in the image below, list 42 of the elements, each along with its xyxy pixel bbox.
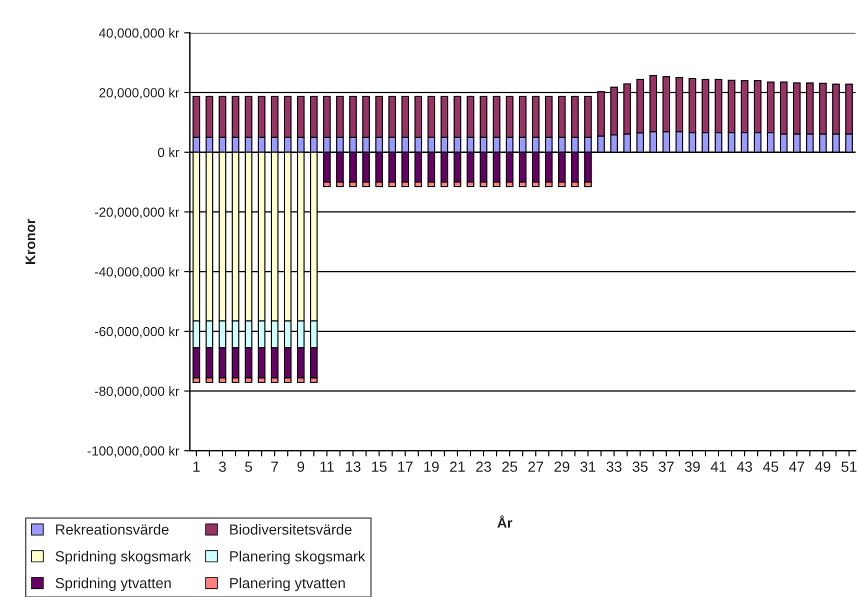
y-axis-title: Kronor	[26, 218, 36, 264]
y-tick-label: 0 kr	[158, 147, 180, 158]
x-tick-label: 15	[372, 462, 387, 472]
legend-label: Rekreationsvärde	[56, 524, 169, 535]
legend-label: Spridning skogsmark	[56, 550, 192, 564]
legend-label: Spridning ytvatten	[56, 578, 171, 592]
x-tick-label: 19	[424, 462, 439, 472]
y-tick-label: -80,000,000 kr	[94, 386, 180, 398]
x-tick-label: 13	[346, 462, 360, 472]
x-tick-label: 1	[193, 462, 200, 472]
x-tick-label: 37	[658, 462, 674, 472]
x-tick-label: 35	[632, 462, 648, 472]
x-tick-label: 33	[606, 462, 622, 472]
x-tick-label: 47	[789, 462, 804, 472]
x-tick-label: 3	[218, 462, 226, 472]
legend-label: Planering skogsmark	[230, 550, 366, 564]
x-tick-label: 51	[842, 462, 856, 472]
y-tick-label: 20,000,000 kr	[99, 88, 180, 100]
y-tick-label: -60,000,000 kr	[94, 326, 180, 338]
x-tick-label: 5	[245, 462, 252, 472]
legend-label: Biodiversitetsvärde	[230, 524, 352, 535]
x-tick-label: 11	[320, 462, 334, 472]
x-tick-label: 17	[398, 462, 413, 472]
x-tick-label: 23	[476, 462, 492, 472]
x-tick-label: 27	[528, 462, 544, 472]
x-tick-label: 41	[710, 462, 726, 472]
x-tick-label: 43	[736, 462, 752, 472]
y-tick-label: -40,000,000 kr	[94, 266, 180, 278]
x-tick-label: 25	[502, 462, 518, 472]
x-tick-label: 39	[684, 462, 700, 472]
x-axis-title: År	[497, 515, 512, 528]
y-tick-label: -100,000,000 kr	[88, 446, 180, 458]
x-tick-label: 49	[815, 462, 830, 472]
x-tick-label: 7	[271, 462, 278, 472]
y-tick-label: 40,000,000 kr	[99, 28, 180, 40]
x-tick-label: 45	[762, 462, 778, 472]
x-tick-label: 21	[450, 462, 465, 472]
x-tick-label: 9	[297, 462, 304, 472]
x-tick-label: 31	[580, 462, 596, 472]
legend-label: Planering ytvatten	[230, 578, 345, 592]
x-tick-label: 29	[554, 462, 570, 472]
y-tick-label: -20,000,000 kr	[94, 207, 180, 218]
